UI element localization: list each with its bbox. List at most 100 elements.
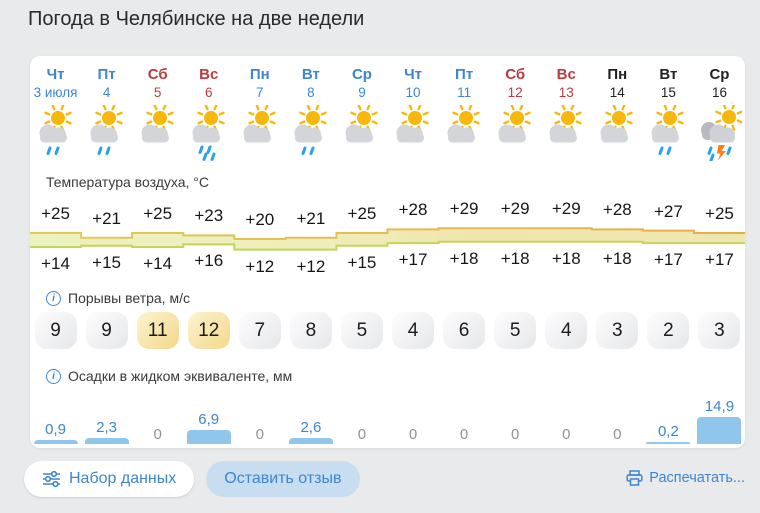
temp-high-label: +21 — [296, 208, 326, 228]
temp-high-label: +23 — [194, 206, 224, 226]
day-column[interactable]: Ср 16 — [694, 66, 745, 161]
feedback-button-label: Оставить отзыв — [224, 470, 342, 487]
precipitation-bar-chart: 0,9 2,3 0 6,9 0 2,6 0 0 0 0 0 0 0,2 14,9 — [30, 388, 745, 444]
wind-chip: 6 — [443, 312, 486, 349]
sun-cloud-icon — [498, 105, 531, 143]
wind-chip: 7 — [238, 312, 281, 349]
weather-icon — [592, 105, 643, 161]
temperature-band-svg — [30, 227, 745, 251]
weather-icon — [388, 105, 439, 161]
temp-high-label: +25 — [347, 204, 377, 223]
weather-icon — [541, 105, 592, 161]
day-column[interactable]: Сб 5 — [132, 66, 183, 161]
day-name: Ср — [351, 66, 372, 83]
day-column[interactable]: Сб 12 — [490, 66, 541, 161]
wind-chip: 3 — [698, 312, 741, 349]
day-column[interactable]: Вт 8 — [285, 66, 336, 161]
day-date: 11 — [457, 85, 472, 100]
dataset-button[interactable]: Набор данных — [24, 461, 195, 497]
sun-cloud-icon — [549, 105, 582, 143]
day-name: Чт — [46, 66, 65, 83]
temp-high-label: +29 — [551, 199, 581, 219]
day-column[interactable]: Ср 9 — [336, 66, 387, 161]
temp-low-label: +14 — [143, 254, 173, 273]
sun-cloud-rain-icon — [90, 105, 123, 155]
temp-high-label: +25 — [41, 204, 70, 223]
precip-bar — [697, 417, 742, 444]
wind-chip: 12 — [187, 312, 230, 349]
precip-bar — [288, 437, 333, 444]
day-date: 13 — [558, 85, 574, 100]
weather-icon — [694, 105, 745, 161]
info-icon[interactable]: i — [46, 290, 61, 306]
temp-high-label: +28 — [398, 200, 428, 220]
temp-low-label: +18 — [551, 248, 581, 268]
day-name: Ср — [709, 66, 730, 83]
print-link[interactable]: Распечатать... — [626, 470, 745, 486]
wind-chip: 9 — [34, 312, 77, 349]
temp-low-label: +18 — [500, 248, 530, 268]
sun-cloud-icon — [243, 105, 276, 143]
day-column[interactable]: Пт 11 — [439, 66, 490, 161]
day-name: Пн — [607, 66, 628, 83]
weather-icon — [183, 105, 234, 161]
print-link-label: Распечатать... — [649, 470, 745, 486]
sun-cloud-icon — [141, 105, 174, 143]
day-date: 5 — [153, 85, 162, 100]
day-column[interactable]: Чт 10 — [388, 66, 439, 161]
temp-low-label: +16 — [194, 251, 224, 271]
day-column[interactable]: Пн 7 — [234, 66, 285, 161]
sun-cloud-rain-icon — [651, 105, 685, 155]
day-date: 14 — [609, 85, 625, 100]
temp-low-label: +17 — [398, 250, 428, 270]
weather-icon — [30, 105, 81, 161]
wind-chip: 8 — [289, 312, 332, 349]
wind-chip: 11 — [136, 312, 179, 349]
temp-high-label: +21 — [92, 208, 122, 228]
day-date: 6 — [204, 85, 213, 100]
sliders-icon — [43, 471, 60, 487]
day-column[interactable]: Вт 15 — [643, 66, 694, 161]
temperature-band-chart: +25 +14 +21 +15 +25 +14 +23 +16 +20 +12 +21 +12 +25 +… — [30, 196, 745, 292]
day-column[interactable]: Пн 14 — [592, 66, 643, 161]
day-column[interactable]: Вс 6 — [183, 66, 234, 161]
temperature-section-text: Температура воздуха, °C — [46, 174, 209, 190]
wind-section-text: Порывы ветра, м/с — [68, 290, 190, 306]
weather-icon — [643, 105, 694, 161]
temp-high-label: +27 — [653, 201, 683, 221]
day-column[interactable]: Вс 13 — [541, 66, 592, 161]
day-column[interactable]: Пт 4 — [81, 66, 132, 161]
precip-section-text: Осадки в жидком эквиваленте, мм — [68, 368, 293, 384]
precip-value: 14,9 — [704, 398, 735, 415]
sun-cloud-icon — [345, 105, 378, 143]
precip-value: 0 — [613, 426, 622, 443]
precip-bar — [84, 438, 129, 444]
precip-value: 0,9 — [45, 421, 66, 439]
weather-icon — [234, 105, 285, 161]
temp-low-label: +12 — [245, 256, 275, 276]
precip-value: 0 — [562, 426, 571, 443]
day-date: 3 июля — [33, 85, 78, 100]
temp-low-label: +18 — [602, 248, 632, 268]
precip-value: 0 — [511, 426, 520, 443]
info-icon[interactable]: i — [46, 368, 61, 384]
day-name: Чт — [404, 66, 422, 83]
sun-cloud-rain-icon — [294, 105, 327, 155]
temp-low-label: +17 — [653, 250, 683, 270]
weather-icon — [81, 105, 132, 161]
precip-value: 0 — [408, 426, 418, 443]
temp-low-label: +15 — [347, 252, 377, 272]
sun-cloud-rain-heavy-icon — [192, 105, 225, 161]
day-name: Вт — [659, 66, 678, 83]
precip-value: 0 — [255, 426, 264, 443]
temp-low-label: +18 — [449, 248, 479, 268]
temperature-section-label: Температура воздуха, °C — [46, 174, 209, 190]
day-column[interactable]: Чт 3 июля — [30, 66, 81, 161]
sun-cloud-rain-icon — [39, 105, 72, 155]
day-date: 9 — [358, 85, 366, 100]
feedback-button[interactable]: Оставить отзыв — [206, 461, 360, 497]
precip-bar — [186, 430, 231, 444]
storm-icon — [701, 105, 743, 161]
day-name: Вс — [556, 66, 576, 83]
temp-high-label: +20 — [245, 210, 275, 229]
